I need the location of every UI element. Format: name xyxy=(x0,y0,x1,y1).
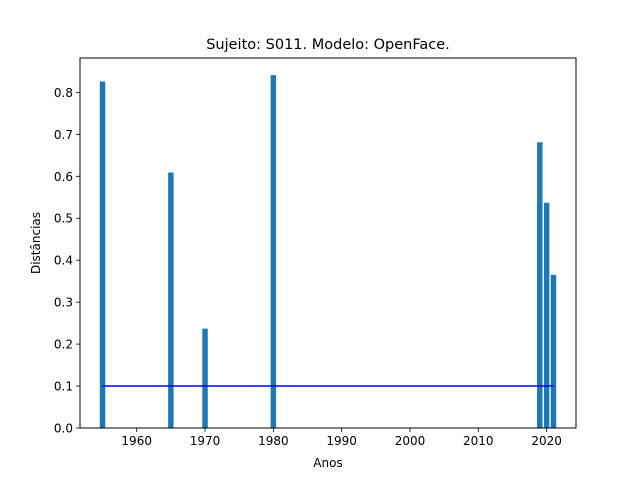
x-tick-label: 1960 xyxy=(121,434,152,448)
y-tick-label: 0.6 xyxy=(54,170,73,184)
x-tick-label: 1990 xyxy=(326,434,357,448)
y-axis-label: Distâncias xyxy=(29,212,43,274)
bar-1970 xyxy=(202,328,208,428)
y-tick-label: 0.8 xyxy=(54,86,73,100)
bar-2019 xyxy=(537,142,543,428)
bar-1980 xyxy=(270,75,277,428)
x-tick-label: 1980 xyxy=(258,434,289,448)
bar-1965 xyxy=(168,172,174,428)
bar-2020 xyxy=(543,202,550,428)
y-tick-label: 0.7 xyxy=(54,128,73,142)
y-tick-label: 0.2 xyxy=(54,338,73,352)
y-tick-label: 0.3 xyxy=(54,296,73,310)
y-tick-label: 0.0 xyxy=(54,422,73,436)
bars-layer xyxy=(99,75,557,428)
x-tick-label: 1970 xyxy=(190,434,221,448)
bar-2021 xyxy=(550,274,557,428)
y-tick-label: 0.4 xyxy=(54,254,73,268)
y-axis-ticks: 0.0 0.1 0.2 0.3 0.4 0.5 0.6 0.7 0.8 xyxy=(54,86,80,436)
bar-1955 xyxy=(99,81,106,428)
y-tick-label: 0.5 xyxy=(54,212,73,226)
plot-frame xyxy=(79,57,577,429)
chart-title: Sujeito: S011. Modelo: OpenFace. xyxy=(206,37,450,53)
x-axis-label: Anos xyxy=(313,456,342,470)
x-tick-label: 2020 xyxy=(531,434,562,448)
x-axis-ticks: 1960 1970 1980 1990 2000 2010 2020 xyxy=(121,428,562,448)
x-tick-label: 2010 xyxy=(463,434,494,448)
x-tick-label: 2000 xyxy=(395,434,426,448)
y-tick-label: 0.1 xyxy=(54,380,73,394)
